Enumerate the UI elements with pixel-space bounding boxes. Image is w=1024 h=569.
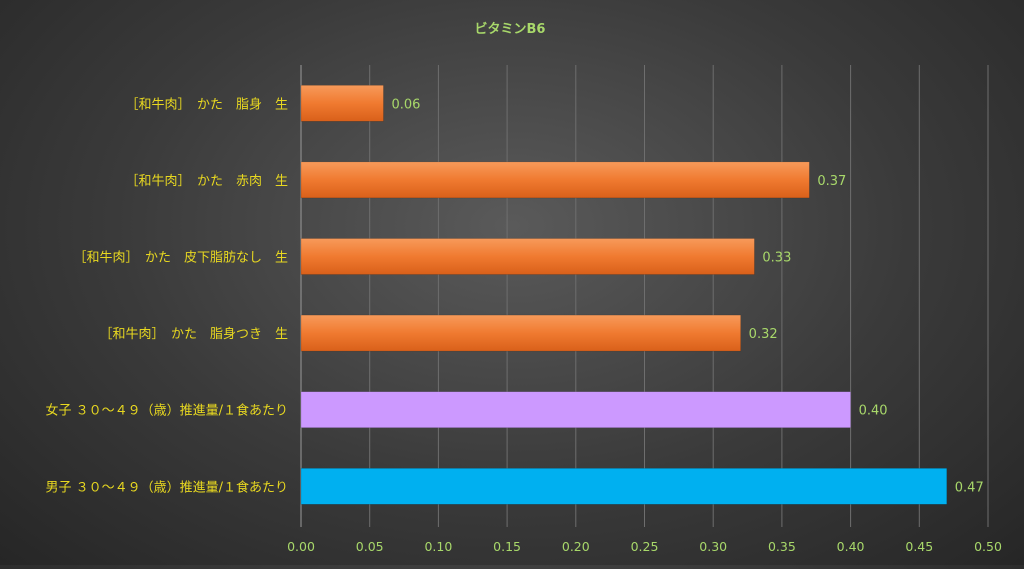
bar: [300, 468, 948, 505]
x-tick-label: 0.15: [493, 539, 521, 554]
data-label: 0.33: [762, 251, 791, 266]
grid-lines: [300, 65, 989, 527]
x-tick-label: 0.30: [699, 539, 727, 554]
category-label: ［和牛肉］ かた 脂身つき 生: [99, 326, 288, 342]
bar: [300, 85, 384, 122]
x-tick-label: 0.20: [562, 539, 590, 554]
data-label: 0.06: [391, 97, 420, 112]
bar: [300, 314, 741, 352]
x-tick-label: 0.45: [905, 539, 933, 554]
x-axis-ticks: 0.00 0.05 0.10 0.15 0.20 0.25 0.30 0.35 0.40 0.45…: [287, 539, 1002, 554]
data-label: 0.40: [859, 404, 888, 419]
data-label: 0.47: [955, 480, 984, 495]
category-label: ［和牛肉］ かた 赤肉 生: [125, 174, 288, 189]
bar: [300, 161, 810, 199]
x-tick-label: 0.40: [837, 539, 865, 554]
data-label: 0.32: [749, 327, 778, 342]
x-tick-label: 0.35: [768, 539, 796, 554]
x-tick-label: 0.50: [974, 539, 1002, 554]
bar: [300, 391, 851, 428]
chart-title: ビタミンB6: [475, 21, 546, 37]
category-label: 男子 ３０～４９（歳）推進量/１食あたり: [45, 479, 288, 495]
category-label: 女子 ３０～４９（歳）推進量/１食あたり: [45, 403, 288, 419]
x-tick-label: 0.05: [356, 539, 384, 554]
bar: [300, 238, 755, 275]
bars: 0.06 0.37 0.33 0.32 0.40 0.47: [300, 85, 984, 505]
x-tick-label: 0.10: [424, 539, 452, 554]
data-label: 0.37: [817, 174, 846, 189]
x-tick-label: 0.00: [287, 539, 315, 554]
category-label: ［和牛肉］ かた 脂身 生: [125, 96, 288, 112]
x-tick-label: 0.25: [631, 539, 659, 554]
category-label: ［和牛肉］ かた 皮下脂肪なし 生: [73, 250, 288, 266]
category-labels: ［和牛肉］ かた 脂身 生 ［和牛肉］ かた 赤肉 生 ［和牛肉］ かた 皮下脂肪な…: [45, 96, 288, 495]
